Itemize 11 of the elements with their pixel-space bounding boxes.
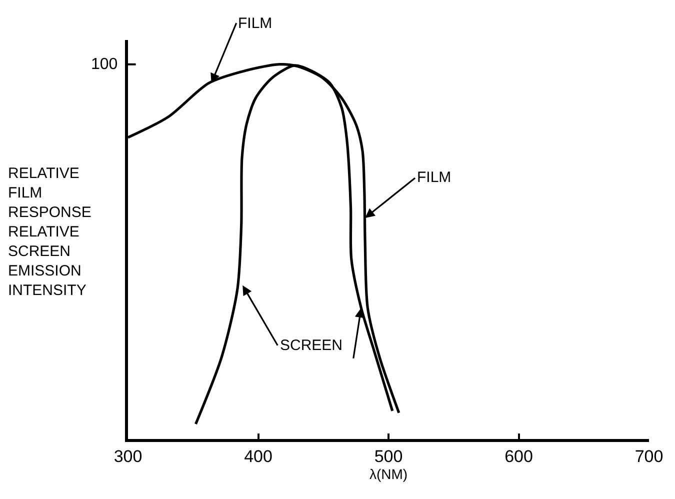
- annotation: SCREEN: [280, 337, 343, 354]
- x-tick-label: 500: [374, 447, 403, 466]
- text: 100: [91, 56, 118, 73]
- x-axis-title: λ(NM): [369, 466, 408, 482]
- annotation: FILM: [238, 15, 272, 32]
- x-tick-label: 400: [244, 447, 272, 466]
- x-tick-label: 300: [114, 447, 142, 466]
- annotation: FILM: [417, 169, 452, 186]
- y-axis-title: RELATIVE FILM RESPONSE RELATIVE SCREEN EMISSION INTENSITY: [8, 165, 92, 299]
- x-tick-label: 600: [504, 447, 533, 466]
- x-tick-label: 700: [634, 447, 664, 466]
